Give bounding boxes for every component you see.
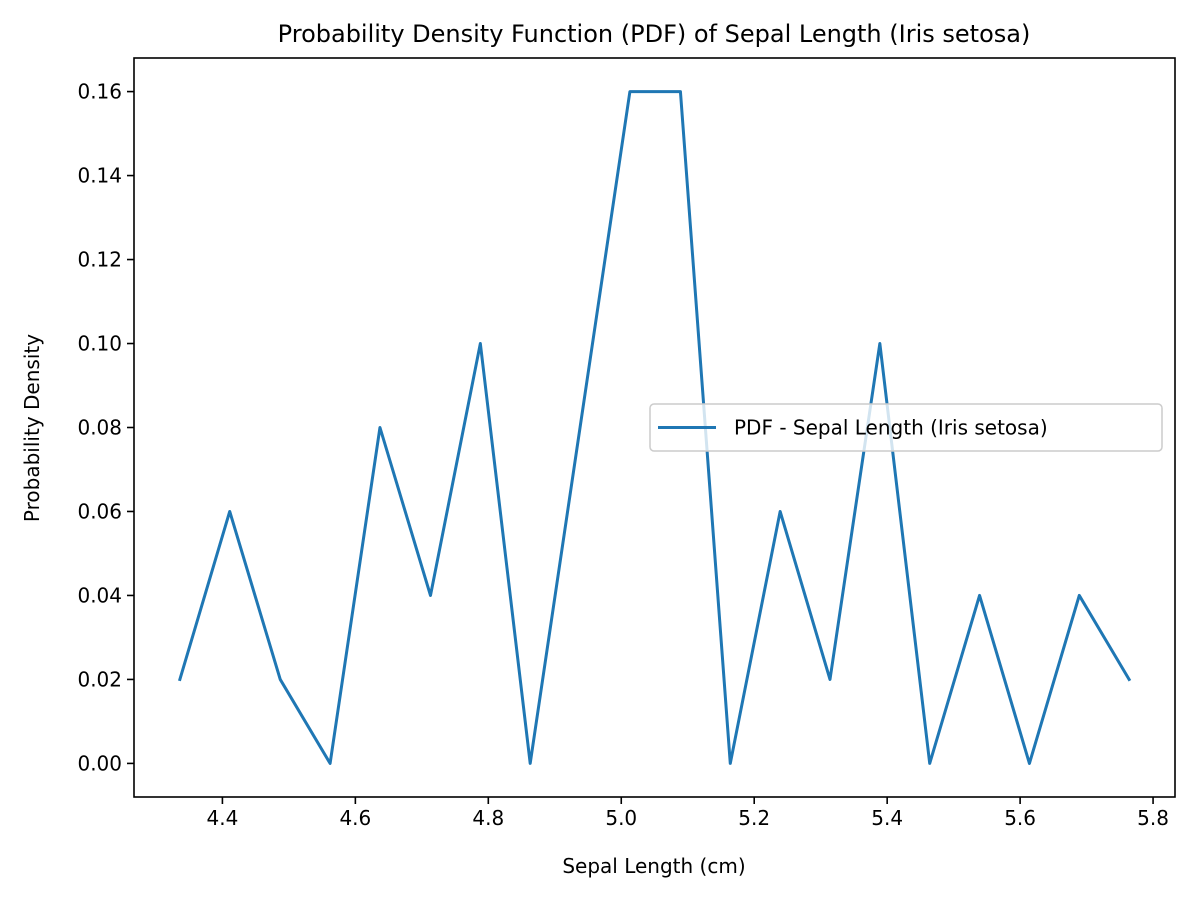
x-tick-label: 5.8: [1137, 806, 1169, 830]
y-tick-label: 0.02: [77, 667, 122, 691]
legend-label: PDF - Sepal Length (Iris setosa): [734, 416, 1048, 440]
legend-box: [649, 403, 1163, 452]
y-axis-label: Probability Density: [20, 334, 44, 522]
series-line-0: [178, 90, 1132, 765]
y-axis: 0.00 0.02 0.04 0.06 0.08 0.10 0.12 0.14 0.16: [77, 80, 134, 775]
chart-title: Probability Density Function (PDF) of Se…: [278, 20, 1031, 48]
x-axis-label: Sepal Length (cm): [562, 854, 745, 878]
x-tick-label: 5.4: [871, 806, 903, 830]
y-tick-label: 0.16: [77, 80, 122, 104]
y-tick-label: 0.00: [77, 751, 122, 775]
y-tick-label: 0.06: [77, 499, 122, 523]
x-tick-label: 4.4: [207, 806, 239, 830]
series-layer: [178, 90, 1132, 765]
x-tick-label: 4.8: [472, 806, 504, 830]
y-tick-label: 0.04: [77, 583, 122, 607]
x-tick-label: 5.6: [1004, 806, 1036, 830]
legend: PDF - Sepal Length (Iris setosa): [649, 403, 1163, 452]
y-tick-label: 0.08: [77, 416, 122, 440]
x-tick-label: 5.2: [738, 806, 770, 830]
y-tick-label: 0.14: [77, 164, 122, 188]
x-axis: 4.4 4.6 4.8 5.0 5.2 5.4 5.6 5.8: [207, 797, 1169, 830]
y-tick-label: 0.10: [77, 332, 122, 356]
x-tick-label: 5.0: [605, 806, 637, 830]
x-tick-label: 4.6: [339, 806, 371, 830]
y-tick-label: 0.12: [77, 248, 122, 272]
